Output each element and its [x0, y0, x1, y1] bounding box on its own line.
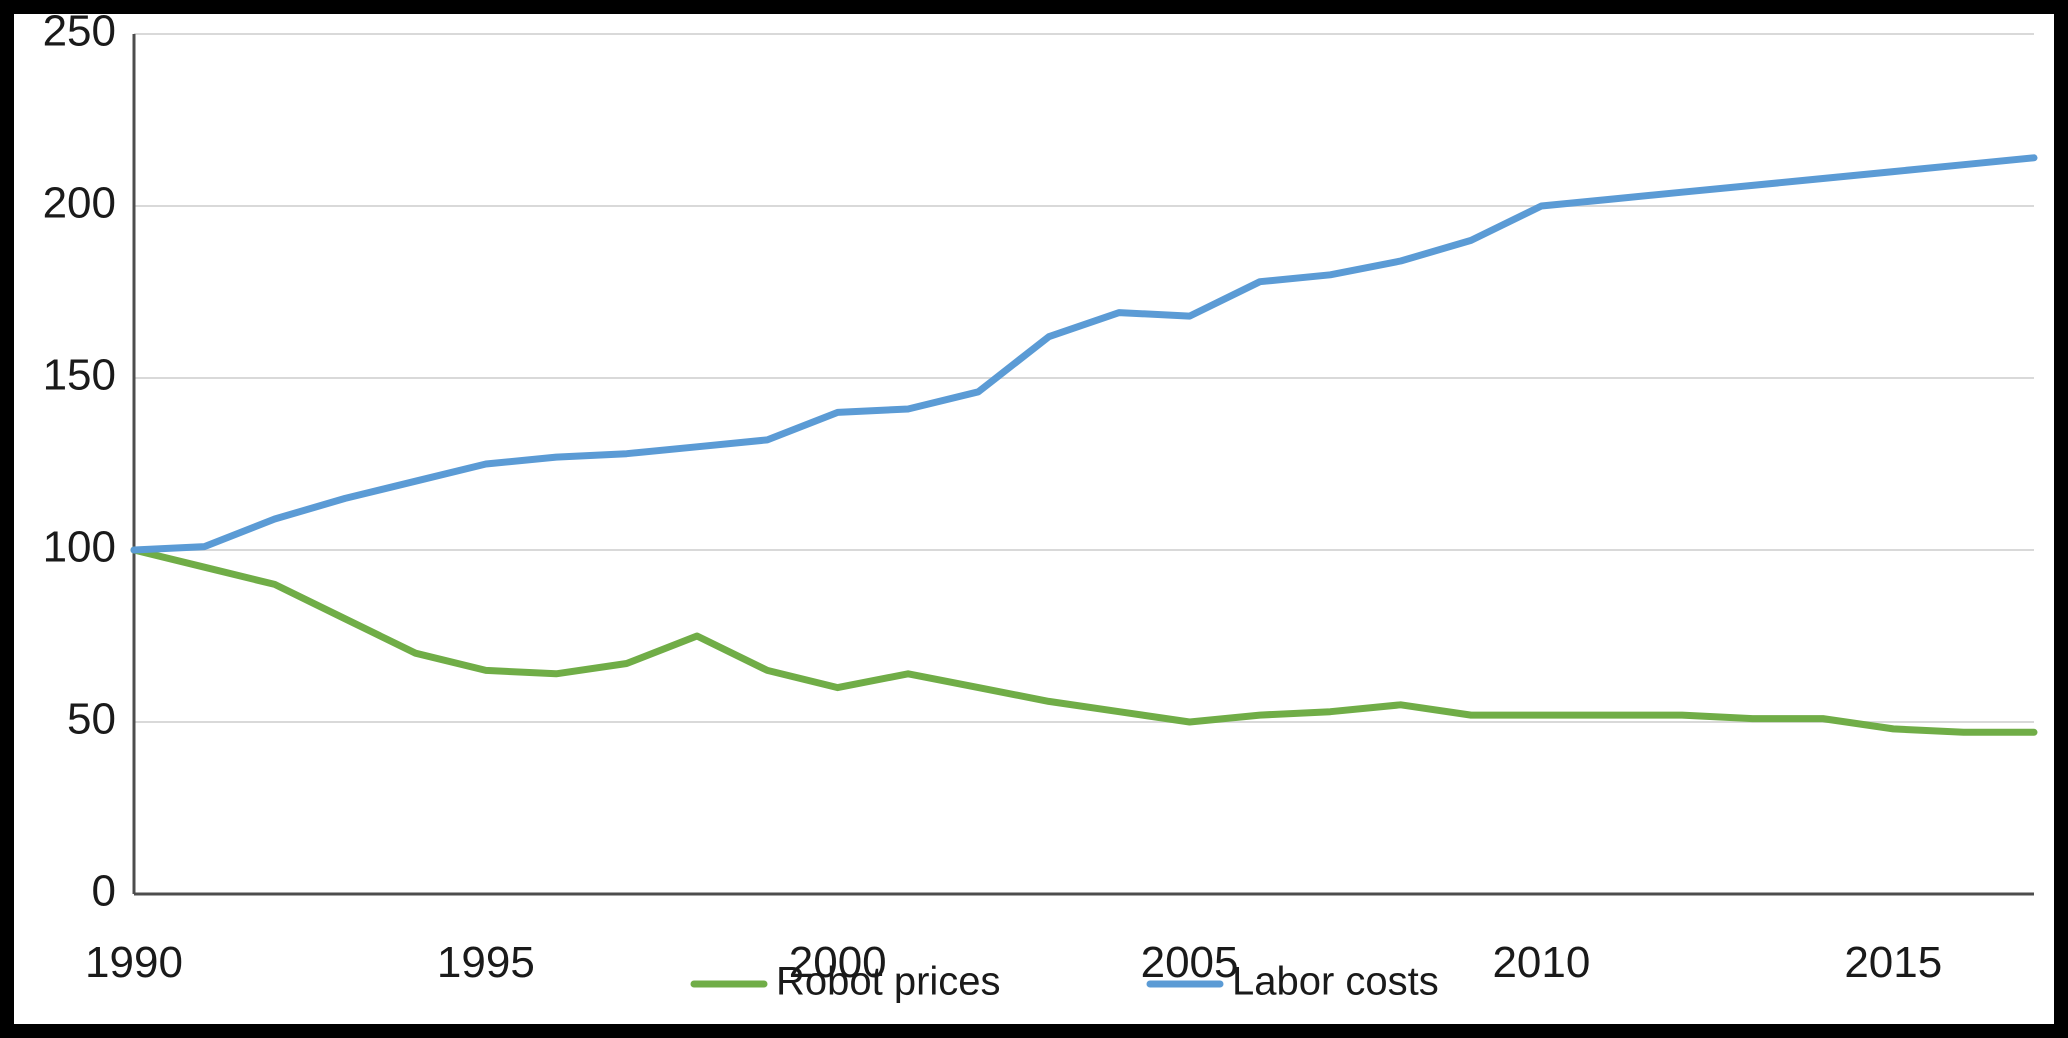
chart-frame: 050100150200250 199019952000200520102015… [0, 0, 2068, 1038]
legend: Robot prices Labor costs [694, 960, 1439, 1004]
legend-item: Robot prices [694, 960, 1001, 1004]
line-chart: 050100150200250 199019952000200520102015… [14, 14, 2054, 1024]
x-tick-label: 1995 [437, 938, 535, 987]
y-tick-label: 250 [43, 14, 116, 56]
y-tick-label: 200 [43, 179, 116, 228]
legend-label: Robot prices [776, 960, 1001, 1004]
y-tick-label: 150 [43, 351, 116, 400]
series-line-1 [134, 158, 2034, 550]
y-tick-label: 0 [92, 867, 116, 916]
x-tick-label: 2015 [1844, 938, 1942, 987]
y-tick-labels: 0 50 100 150 200 250 [43, 14, 116, 916]
y-tick-label: 100 [43, 523, 116, 572]
series-line-0 [134, 550, 2034, 732]
x-tick-label: 2005 [1141, 938, 1239, 987]
chart-panel: 050100150200250 199019952000200520102015… [14, 14, 2054, 1024]
x-tick-labels: 199019952000200520102015 [85, 938, 1942, 987]
x-tick-label: 2010 [1492, 938, 1590, 987]
y-tick-label: 50 [67, 695, 116, 744]
axes [134, 34, 2034, 894]
x-tick-label: 1990 [85, 938, 183, 987]
gridlines [134, 34, 2034, 722]
legend-label: Labor costs [1232, 960, 1439, 1004]
series-lines [134, 158, 2034, 733]
